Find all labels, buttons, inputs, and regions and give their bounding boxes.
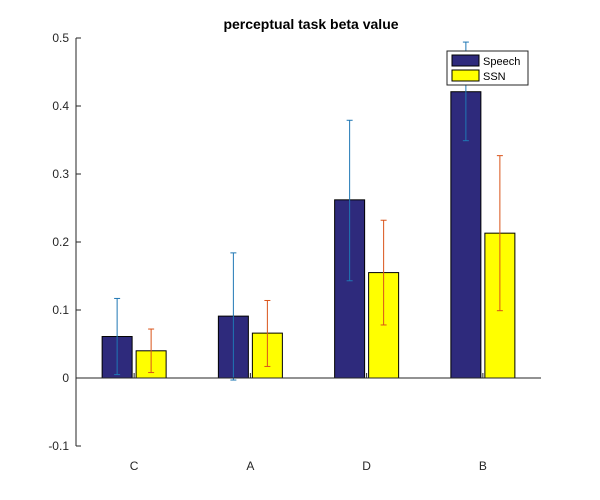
legend-swatch-ssn xyxy=(451,69,480,82)
chart-title: perceptual task beta value xyxy=(223,16,398,32)
error-bar-speech-a xyxy=(230,252,237,381)
error-bars-group xyxy=(114,41,503,381)
y-tick-label: 0.1 xyxy=(52,303,69,317)
x-tick-label-c: C xyxy=(130,459,139,473)
y-tick-label: 0.3 xyxy=(52,167,69,181)
bar-speech-b xyxy=(450,91,482,379)
x-tick-label-b: B xyxy=(479,459,487,473)
error-bar-ssn-a xyxy=(264,299,271,367)
y-tick-label: 0.4 xyxy=(52,99,69,113)
y-tick-label: -0.1 xyxy=(48,439,69,453)
error-bar-speech-c xyxy=(114,297,121,376)
legend-label-ssn: SSN xyxy=(483,71,506,83)
error-bar-ssn-c xyxy=(148,328,155,374)
error-bar-speech-d xyxy=(346,119,353,282)
error-bar-ssn-b xyxy=(496,155,503,312)
legend: Speech SSN xyxy=(446,50,529,86)
legend-swatch-speech xyxy=(451,54,480,67)
legend-label-speech: Speech xyxy=(483,56,520,68)
x-tick-label-a: A xyxy=(246,459,254,473)
y-tick-label: 0.5 xyxy=(52,31,69,45)
bars-group xyxy=(101,91,516,379)
y-tick-label: 0 xyxy=(62,371,69,385)
x-tick-label-d: D xyxy=(362,459,371,473)
error-bar-ssn-d xyxy=(380,219,387,326)
axes-group: -0.1 0 0.1 0.2 0.3 0.4 0.5 C A D B xyxy=(48,31,541,473)
y-tick-label: 0.2 xyxy=(52,235,69,249)
